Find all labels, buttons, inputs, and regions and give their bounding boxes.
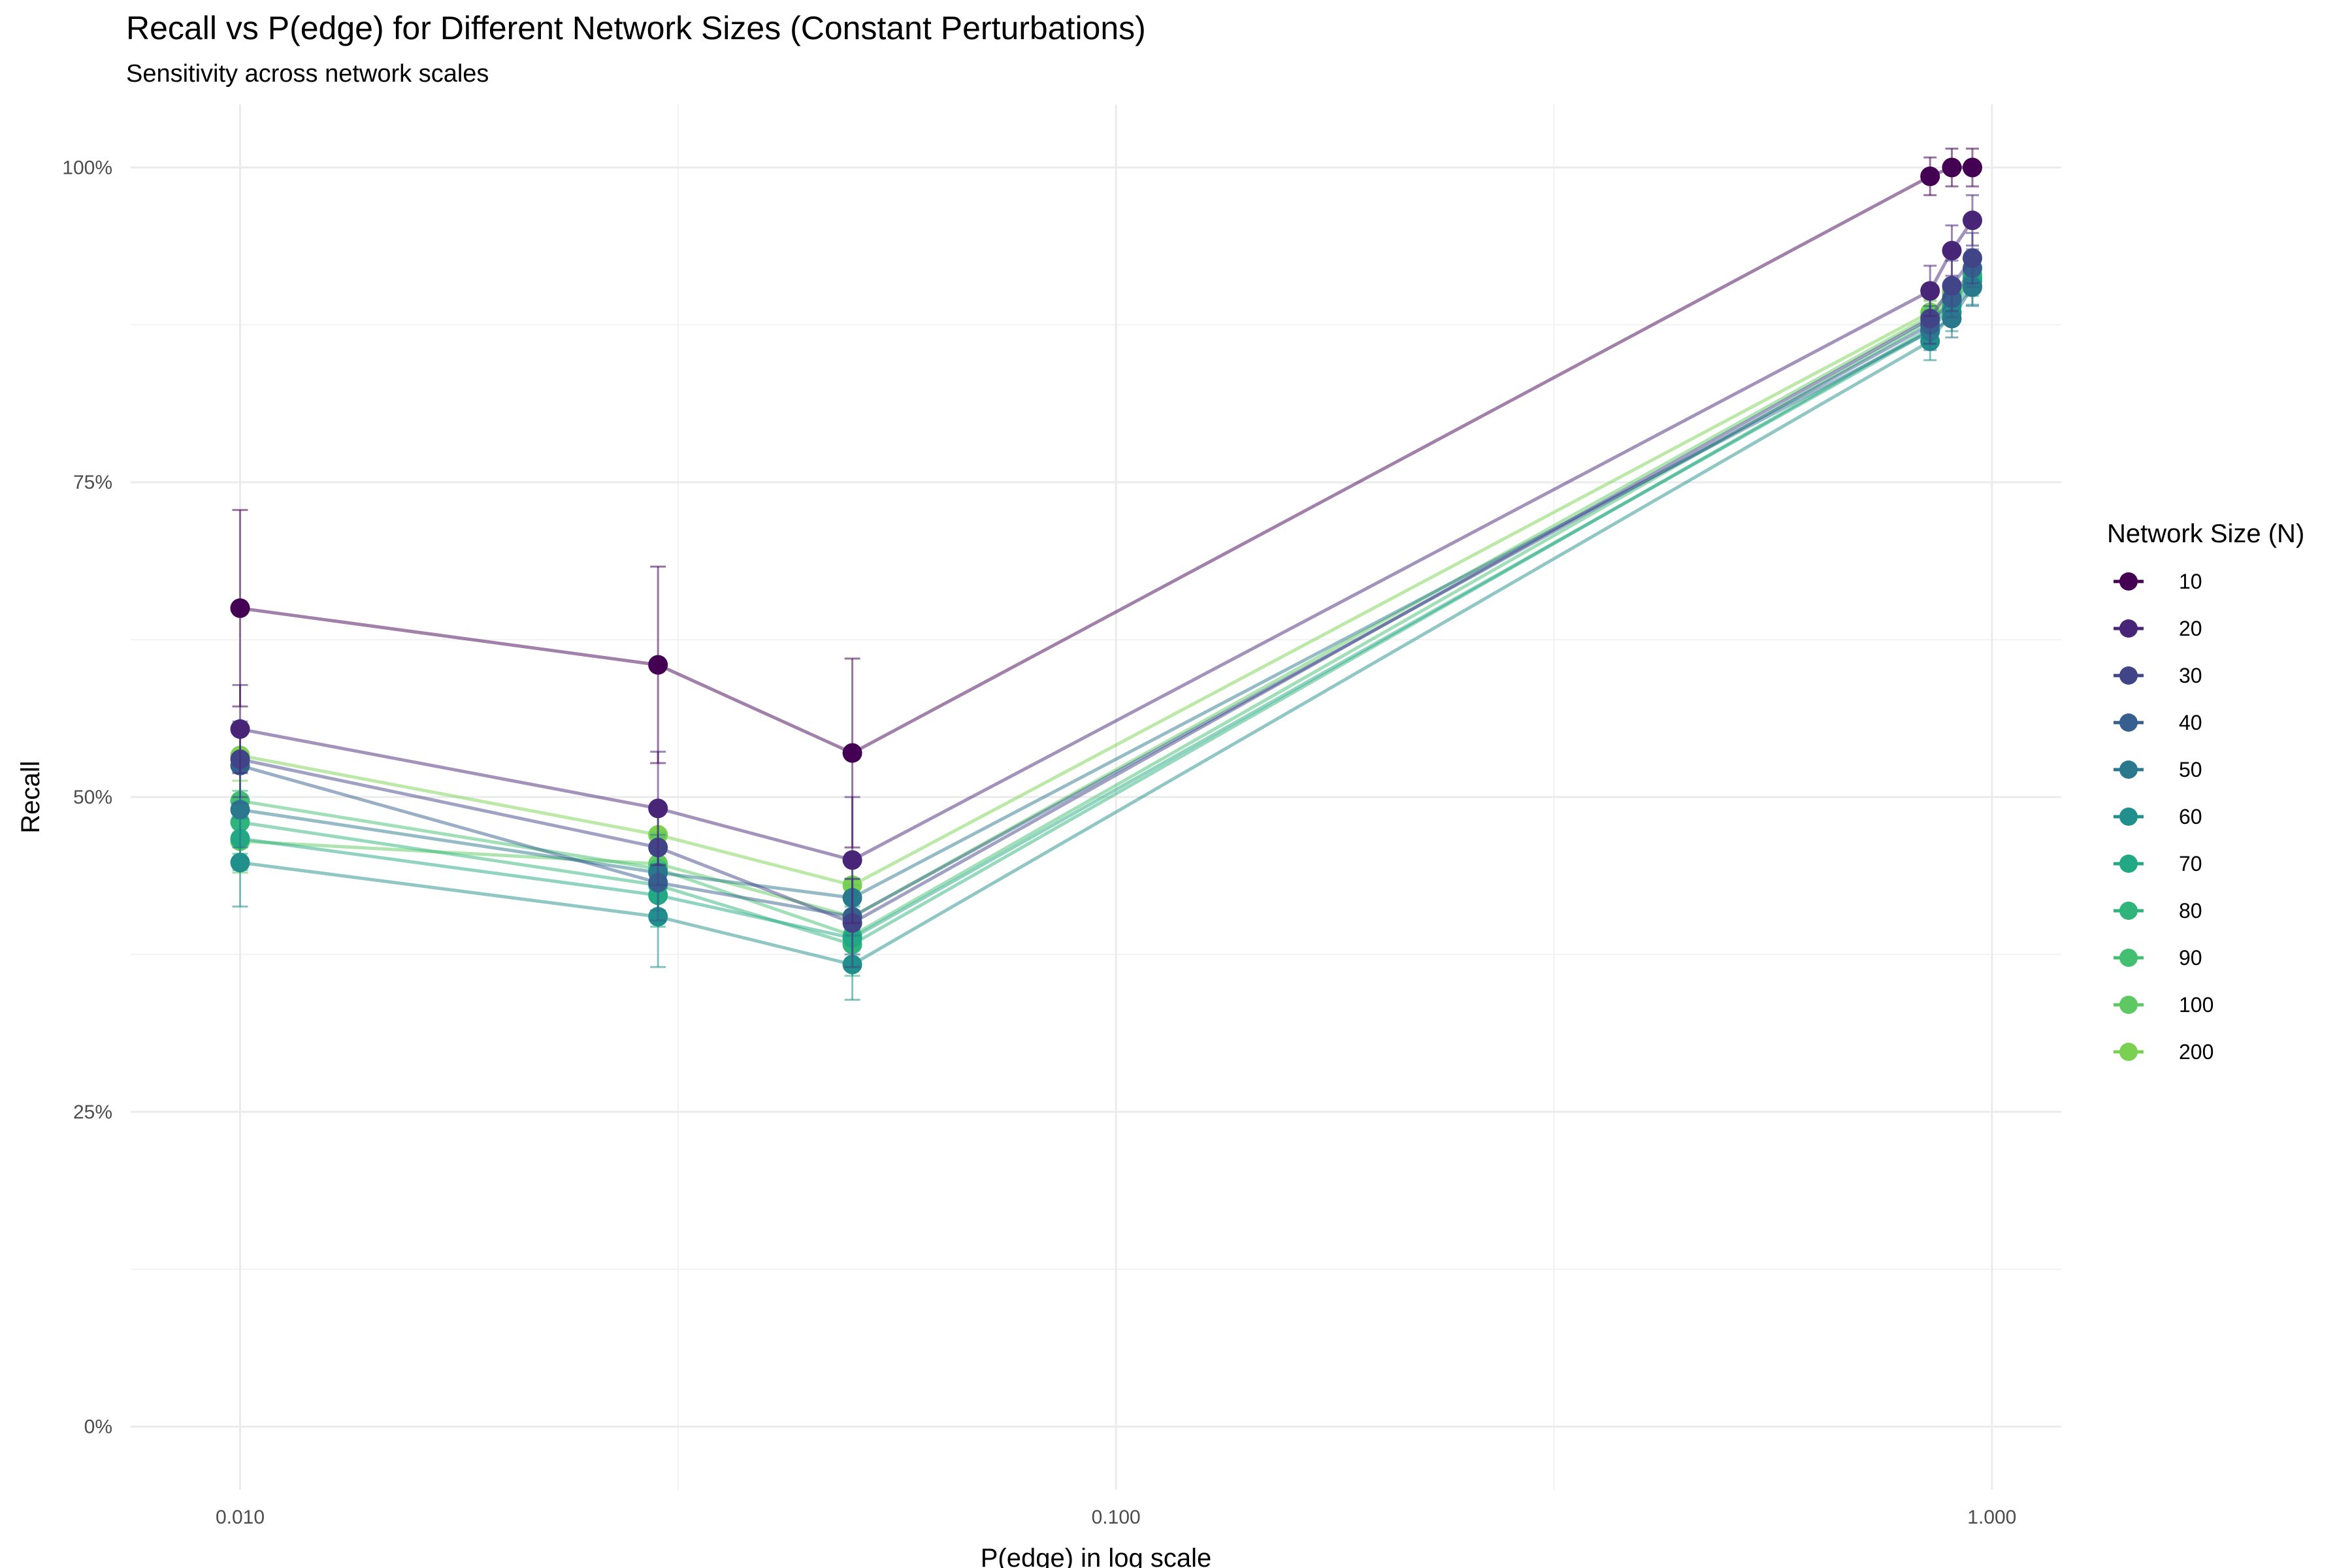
series-layer bbox=[230, 147, 1982, 1001]
data-point-10 bbox=[1962, 157, 1982, 178]
series-line-90 bbox=[240, 273, 1974, 938]
data-point-30 bbox=[1942, 276, 1962, 296]
data-point-10 bbox=[842, 743, 862, 763]
legend-label: 200 bbox=[2179, 1040, 2213, 1064]
legend-label: 80 bbox=[2179, 899, 2202, 923]
data-point-20 bbox=[1962, 210, 1982, 231]
chart-subtitle: Sensitivity across network scales bbox=[126, 60, 489, 88]
legend-label: 50 bbox=[2179, 758, 2202, 781]
legend-item-40: 40 bbox=[2114, 711, 2202, 734]
legend-label: 70 bbox=[2179, 852, 2202, 875]
axis-layer: 0% 25% 50% 75% 100% 0.010 0.100 1.000 bbox=[62, 157, 2016, 1528]
series-line-10 bbox=[240, 165, 1972, 755]
legend-label: 20 bbox=[2179, 617, 2202, 640]
legend-key-point bbox=[2119, 902, 2138, 920]
x-tick-label: 0.010 bbox=[216, 1507, 265, 1528]
legend-item-200: 200 bbox=[2114, 1040, 2213, 1064]
data-point-10 bbox=[648, 655, 668, 675]
legend-key-point bbox=[2119, 713, 2138, 732]
legend-key-point bbox=[2119, 619, 2138, 638]
legend-label: 40 bbox=[2179, 711, 2202, 734]
data-point-30 bbox=[1962, 248, 1982, 269]
data-point-30 bbox=[1920, 308, 1940, 329]
legend-item-50: 50 bbox=[2114, 758, 2202, 781]
legend-item-90: 90 bbox=[2114, 946, 2202, 970]
legend-label: 90 bbox=[2179, 946, 2202, 970]
data-point-60 bbox=[230, 853, 250, 873]
data-point-50 bbox=[1942, 308, 1962, 329]
data-point-20 bbox=[230, 719, 250, 739]
legend-key-point bbox=[2119, 760, 2138, 779]
x-tick-label: 0.100 bbox=[1092, 1507, 1141, 1528]
legend-label: 30 bbox=[2179, 664, 2202, 687]
legend-key-point bbox=[2119, 572, 2138, 591]
legend-item-20: 20 bbox=[2114, 617, 2202, 640]
x-axis-title: P(edge) in log scale bbox=[981, 1544, 1212, 1568]
data-point-20 bbox=[1942, 240, 1962, 261]
legend-title: Network Size (N) bbox=[2107, 519, 2304, 548]
chart-title: Recall vs P(edge) for Different Network … bbox=[126, 10, 1146, 46]
legend-item-80: 80 bbox=[2114, 899, 2202, 923]
legend: Network Size (N) 10 20 30 40 50 60 70 80 90 100 20… bbox=[2107, 519, 2304, 1064]
legend-item-60: 60 bbox=[2114, 805, 2202, 828]
data-point-50 bbox=[230, 800, 250, 820]
legend-key-point bbox=[2119, 808, 2138, 826]
y-tick-label: 75% bbox=[73, 472, 112, 493]
legend-key-point bbox=[2119, 949, 2138, 967]
legend-key-point bbox=[2119, 666, 2138, 685]
data-point-20 bbox=[842, 850, 862, 870]
legend-key-point bbox=[2119, 996, 2138, 1014]
series-line-30 bbox=[239, 257, 1974, 925]
y-tick-label: 100% bbox=[62, 157, 112, 178]
legend-item-100: 100 bbox=[2114, 993, 2213, 1017]
x-tick-label: 1.000 bbox=[1967, 1507, 2016, 1528]
legend-label: 60 bbox=[2179, 805, 2202, 828]
y-tick-label: 25% bbox=[73, 1102, 112, 1123]
legend-item-30: 30 bbox=[2114, 664, 2202, 687]
series-line-100 bbox=[240, 276, 1974, 919]
y-tick-label: 50% bbox=[73, 787, 112, 808]
data-point-20 bbox=[648, 798, 668, 819]
legend-item-10: 10 bbox=[2114, 570, 2202, 593]
y-axis-title: Recall bbox=[16, 760, 45, 833]
data-point-10 bbox=[1920, 166, 1940, 186]
legend-item-70: 70 bbox=[2114, 852, 2202, 875]
y-tick-label: 0% bbox=[84, 1416, 112, 1438]
legend-key-point bbox=[2119, 855, 2138, 873]
legend-label: 10 bbox=[2179, 570, 2202, 593]
data-point-10 bbox=[230, 598, 250, 618]
legend-key-point bbox=[2119, 1043, 2138, 1061]
data-point-10 bbox=[1942, 157, 1962, 178]
data-point-20 bbox=[1920, 281, 1940, 301]
legend-label: 100 bbox=[2179, 993, 2213, 1017]
